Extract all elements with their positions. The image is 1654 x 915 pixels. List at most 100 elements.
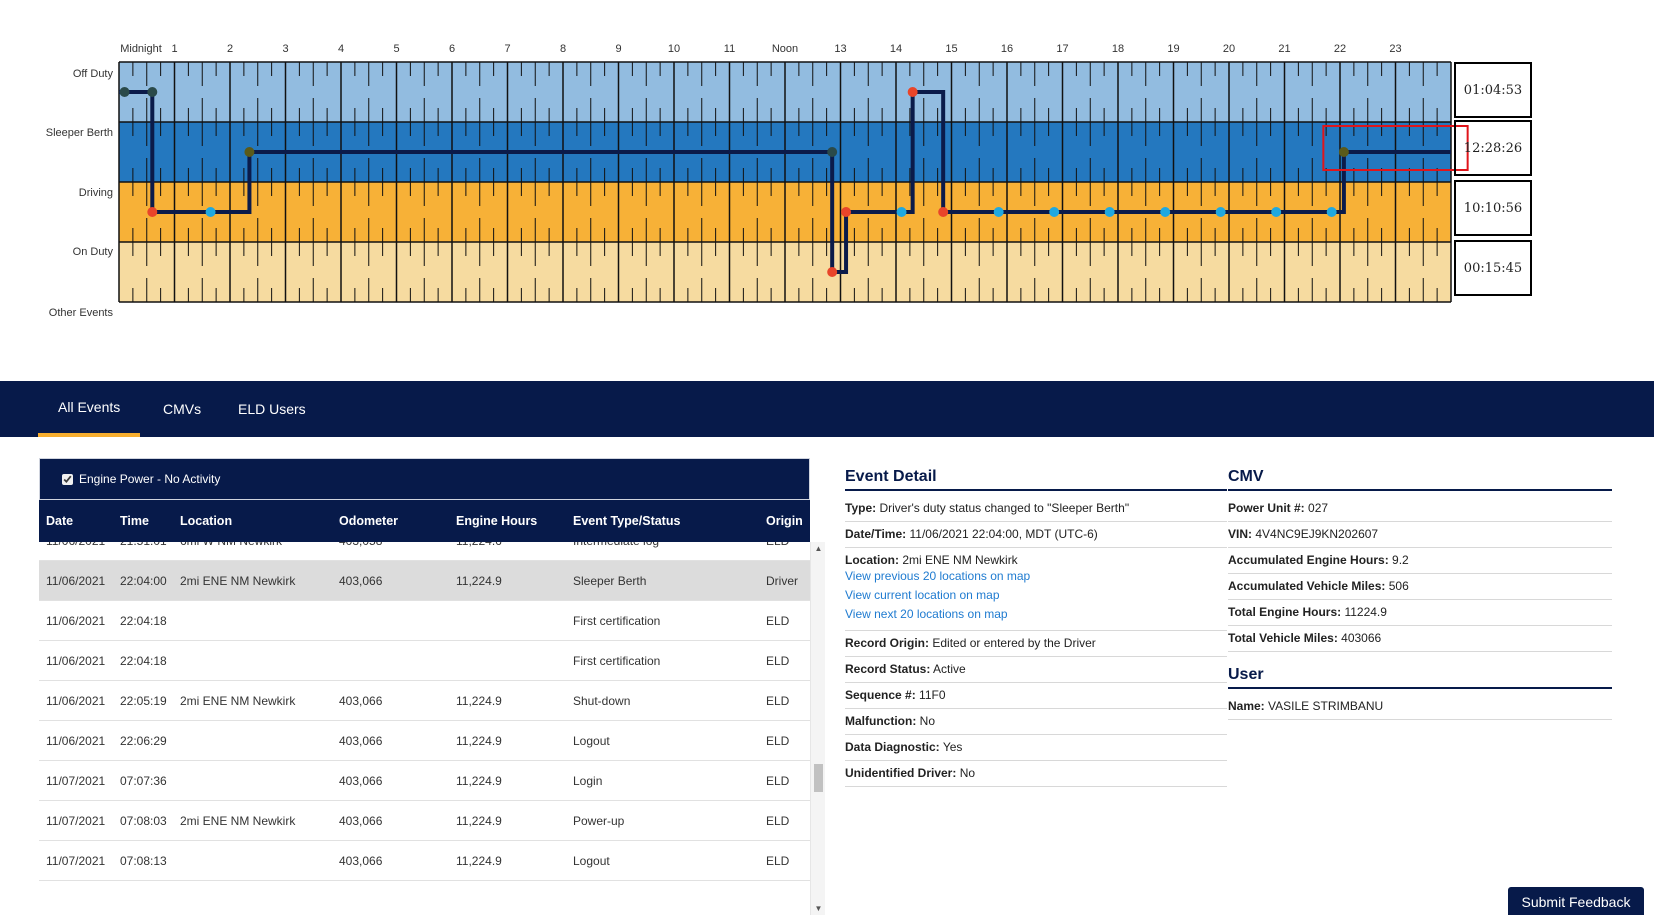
hour-label: 5 [393, 43, 400, 55]
event-marker [205, 207, 216, 217]
table-row[interactable]: 11/06/2021 22:04:18 First certification ELD [39, 601, 810, 641]
table-row[interactable]: 11/07/2021 07:08:03 2mi ENE NM Newkirk 403,… [39, 801, 810, 841]
table-row[interactable]: 11/06/2021 22:04:18 First certification ELD [39, 641, 810, 681]
detail-origin-label: Record Origin: [845, 636, 930, 650]
table-row[interactable]: 11/07/2021 07:08:13 403,066 11,224.9 Logout E… [39, 841, 810, 881]
detail-datetime-value: 11/06/2021 22:04:00, MDT (UTC-6) [909, 527, 1098, 541]
detail-location: Location: 2mi ENE NM Newkirk View previo… [845, 548, 1227, 631]
cell-origin: ELD [766, 734, 790, 748]
detail-sequence-value: 11F0 [919, 688, 946, 702]
cell-odometer: 403,066 [339, 574, 383, 588]
detail-diagnostic-value: Yes [942, 740, 963, 754]
cell-engine-hours: 11,224.9 [456, 694, 502, 708]
total-sleeper-berth: 12:28:26 [1454, 120, 1532, 176]
tab-eld-users[interactable]: ELD Users [238, 401, 306, 417]
event-marker [1160, 207, 1171, 217]
cmv-vin: VIN: 4V4NC9EJ9KN202607 [1228, 522, 1612, 548]
table-row[interactable]: 11/07/2021 07:07:36 403,066 11,224.9 Login EL… [39, 761, 810, 801]
detail-unidentified-driver: Unidentified Driver: No [845, 761, 1227, 787]
table-row[interactable]: 11/06/2021 22:04:00 2mi ENE NM Newkirk 403,… [39, 561, 810, 601]
cell-engine-hours: 11,224.6 [456, 542, 502, 561]
hour-label: 16 [1000, 43, 1014, 55]
cell-event-type: Power-up [573, 814, 625, 828]
table-scrollbar[interactable]: ▲ ▼ [810, 542, 825, 915]
submit-feedback-button[interactable]: Submit Feedback [1508, 887, 1644, 915]
cmv-accumulated-vehicle-miles: Accumulated Vehicle Miles: 506 [1228, 574, 1612, 600]
column-header-date[interactable]: Date [46, 514, 74, 528]
detail-location-label: Location: [845, 553, 899, 567]
row-label-driving: Driving [78, 187, 113, 199]
scroll-thumb[interactable] [814, 764, 823, 792]
scroll-down-icon[interactable]: ▼ [814, 904, 823, 913]
cell-origin: ELD [766, 814, 790, 828]
view-next-locations-link[interactable]: View next 20 locations on map [845, 607, 1008, 621]
column-header-location[interactable]: Location [180, 514, 233, 528]
cmv-total-miles-label: Total Vehicle Miles: [1228, 631, 1338, 645]
column-header-origin[interactable]: Origin [766, 514, 803, 528]
duty-graph-svg[interactable] [0, 0, 1654, 345]
events-table: Engine Power - No Activity Date Time Loc… [39, 458, 825, 915]
column-header-event-type[interactable]: Event Type/Status [573, 514, 681, 528]
cell-time: 22:06:29 [120, 734, 167, 748]
view-current-location-link[interactable]: View current location on map [845, 588, 1000, 602]
hour-label: 1 [171, 43, 178, 55]
cell-date: 11/06/2021 [46, 542, 105, 561]
engine-power-filter-label[interactable]: Engine Power - No Activity [79, 472, 221, 486]
cell-event-type: First certification [573, 654, 661, 668]
event-marker [1104, 207, 1115, 217]
detail-datetime-label: Date/Time: [845, 527, 907, 541]
event-marker [827, 147, 838, 157]
cmv-panel: CMV Power Unit #: 027 VIN: 4V4NC9EJ9KN20… [1228, 468, 1612, 720]
event-marker [896, 207, 907, 217]
hour-label: 4 [337, 43, 345, 55]
detail-unidentified-value: No [959, 766, 976, 780]
scroll-up-icon[interactable]: ▲ [814, 544, 823, 553]
event-marker [827, 267, 838, 277]
hour-label: 14 [889, 43, 903, 55]
cell-event-type: Shut-down [573, 694, 631, 708]
hour-label: 22 [1333, 43, 1347, 55]
cmv-power-unit-value: 027 [1308, 501, 1329, 515]
column-header-engine-hours[interactable]: Engine Hours [456, 514, 538, 528]
cell-date: 11/07/2021 [46, 774, 106, 788]
hour-label: Midnight [120, 43, 162, 55]
cell-odometer: 403,058 [339, 542, 382, 561]
column-header-time[interactable]: Time [120, 514, 149, 528]
event-marker [1338, 147, 1349, 157]
hour-label: 10 [667, 43, 681, 55]
table-row[interactable]: 11/06/2021 22:05:19 2mi ENE NM Newkirk 403,… [39, 681, 810, 721]
user-name-label: Name: [1228, 699, 1265, 713]
cell-event-type: Login [573, 774, 603, 788]
detail-malfunction-label: Malfunction: [845, 714, 917, 728]
user-name: Name: VASILE STRIMBANU [1228, 694, 1612, 720]
cell-engine-hours: 11,224.9 [456, 774, 502, 788]
hour-label: 13 [834, 43, 847, 55]
cell-date: 11/06/2021 [46, 694, 106, 708]
engine-power-filter-checkbox[interactable] [62, 473, 73, 485]
total-off-duty-value: 01:04:53 [1463, 82, 1523, 98]
event-marker [938, 207, 949, 217]
duty-status-line [119, 90, 1451, 274]
tab-cmvs[interactable]: CMVs [163, 401, 202, 417]
event-marker [1271, 207, 1282, 217]
total-sleeper-value: 12:28:26 [1463, 140, 1523, 156]
cell-origin: ELD [766, 774, 790, 788]
cell-event-type: Intermediate log [573, 542, 659, 561]
cell-date: 11/07/2021 [46, 854, 106, 868]
tab-all-events[interactable]: All Events [38, 381, 141, 437]
cmv-total-engine-value: 11224.9 [1344, 605, 1387, 619]
cell-engine-hours: 11,224.9 [456, 814, 502, 828]
event-marker [147, 87, 158, 97]
cell-date: 11/07/2021 [46, 814, 106, 828]
row-label-off-duty: Off Duty [72, 68, 113, 80]
view-previous-locations-link[interactable]: View previous 20 locations on map [845, 569, 1031, 583]
hour-label: 23 [1389, 43, 1402, 55]
table-row[interactable]: 11/06/2021 22:06:29 403,066 11,224.9 Logout E… [39, 721, 810, 761]
table-row[interactable]: 11/06/2021 21:51:01 6mi W NM Newkirk 403,05… [39, 542, 810, 561]
cmv-acc-engine-value: 9.2 [1392, 553, 1409, 567]
column-header-odometer[interactable]: Odometer [339, 514, 399, 528]
hour-label: 11 [723, 43, 736, 55]
total-driving: 10:10:56 [1454, 180, 1532, 236]
cell-origin: ELD [766, 542, 789, 561]
